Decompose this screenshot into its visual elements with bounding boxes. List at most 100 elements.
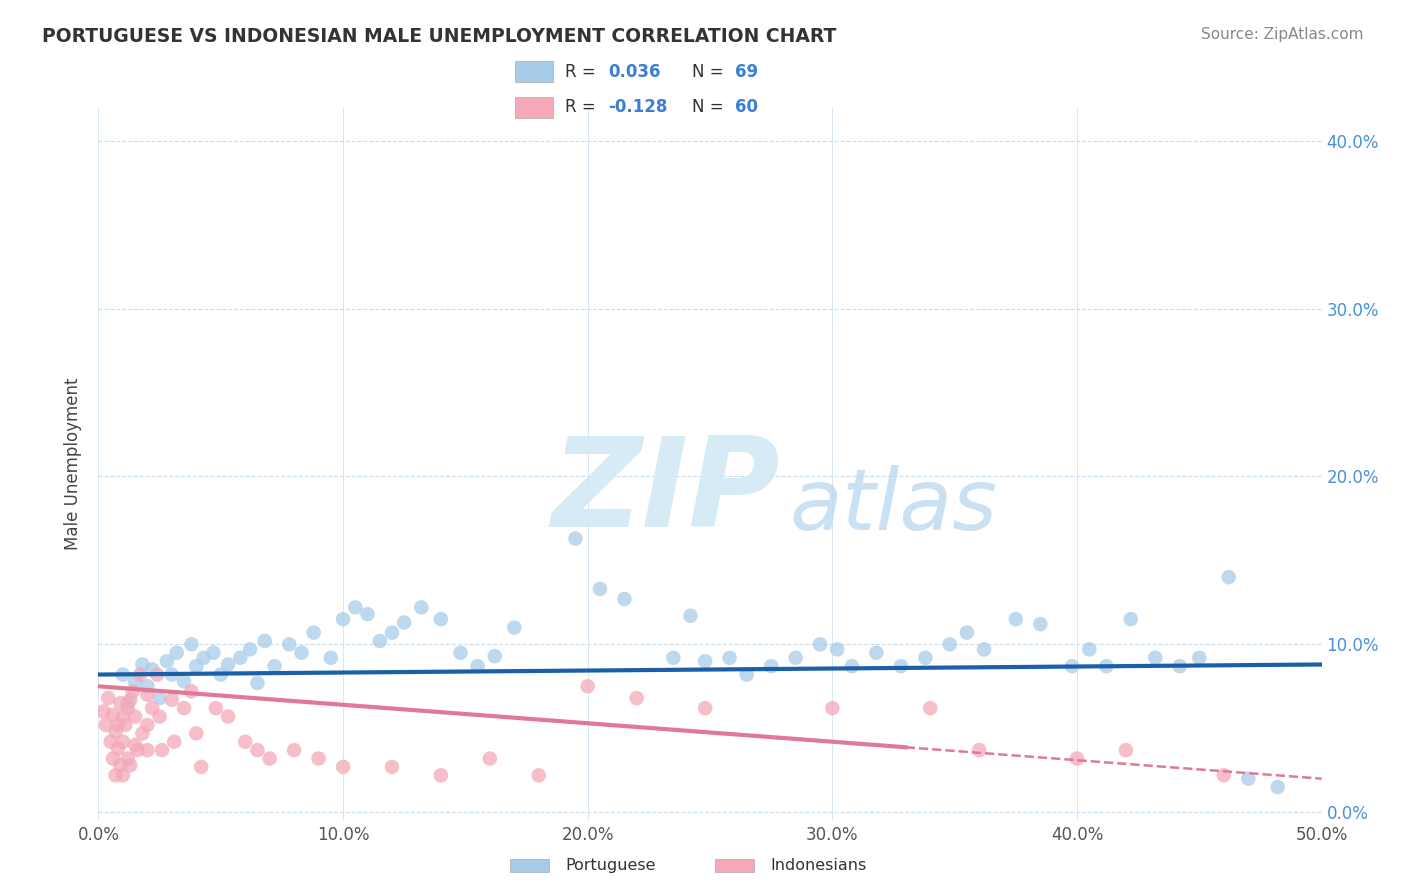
- Text: -0.128: -0.128: [609, 98, 668, 116]
- Point: [111, 735, 134, 749]
- Point: [356, 607, 378, 621]
- Point: [111, 768, 134, 782]
- Point: [450, 646, 472, 660]
- Point: [718, 650, 741, 665]
- Point: [156, 654, 179, 668]
- Point: [589, 582, 612, 596]
- Point: [825, 642, 848, 657]
- Point: [484, 649, 506, 664]
- Point: [302, 625, 325, 640]
- Text: R =: R =: [565, 62, 596, 80]
- Point: [368, 634, 391, 648]
- Point: [259, 751, 281, 765]
- Point: [129, 667, 152, 681]
- Point: [278, 637, 301, 651]
- Point: [146, 667, 169, 681]
- Point: [160, 667, 183, 681]
- Point: [290, 646, 312, 660]
- Point: [100, 735, 122, 749]
- Point: [890, 659, 912, 673]
- Point: [761, 659, 783, 673]
- Point: [253, 634, 276, 648]
- Point: [150, 743, 173, 757]
- Point: [217, 657, 239, 672]
- Point: [160, 692, 183, 706]
- Point: [131, 657, 153, 672]
- Point: [91, 705, 114, 719]
- Point: [104, 724, 127, 739]
- Point: [865, 646, 887, 660]
- Point: [124, 738, 146, 752]
- Point: [576, 679, 599, 693]
- Point: [166, 646, 188, 660]
- Point: [411, 600, 433, 615]
- Point: [430, 768, 453, 782]
- Point: [136, 743, 159, 757]
- Text: atlas: atlas: [790, 465, 997, 549]
- Point: [695, 701, 717, 715]
- Point: [117, 751, 139, 765]
- Point: [127, 743, 149, 757]
- Point: [205, 701, 228, 715]
- Text: Source: ZipAtlas.com: Source: ZipAtlas.com: [1201, 27, 1364, 42]
- Point: [808, 637, 831, 651]
- Text: ZIP: ZIP: [551, 432, 780, 553]
- Point: [111, 667, 134, 681]
- Point: [124, 674, 146, 689]
- Point: [136, 718, 159, 732]
- Point: [107, 741, 129, 756]
- Point: [1095, 659, 1118, 673]
- Point: [173, 701, 195, 715]
- Point: [332, 612, 354, 626]
- Point: [263, 659, 285, 673]
- Point: [956, 625, 979, 640]
- Point: [120, 692, 142, 706]
- Point: [920, 701, 942, 715]
- Point: [136, 679, 159, 693]
- Point: [107, 718, 129, 732]
- Point: [111, 709, 134, 723]
- Point: [527, 768, 550, 782]
- Text: Portuguese: Portuguese: [565, 858, 655, 872]
- Point: [392, 615, 416, 630]
- Point: [246, 743, 269, 757]
- Point: [1188, 650, 1211, 665]
- Point: [246, 676, 269, 690]
- Point: [101, 707, 124, 722]
- Point: [186, 726, 208, 740]
- Text: 0.036: 0.036: [609, 62, 661, 80]
- Point: [344, 600, 367, 615]
- Point: [1212, 768, 1234, 782]
- Point: [478, 751, 501, 765]
- Point: [180, 684, 202, 698]
- Point: [110, 696, 132, 710]
- Point: [381, 760, 404, 774]
- Point: [564, 532, 586, 546]
- Point: [180, 637, 202, 651]
- Point: [141, 663, 163, 677]
- Point: [430, 612, 453, 626]
- Point: [94, 718, 117, 732]
- Point: [695, 654, 717, 668]
- Point: [332, 760, 354, 774]
- Point: [114, 718, 136, 732]
- Point: [149, 691, 172, 706]
- Text: R =: R =: [565, 98, 596, 116]
- Point: [821, 701, 844, 715]
- Point: [1115, 743, 1137, 757]
- Point: [97, 691, 120, 706]
- Point: [283, 743, 305, 757]
- Point: [1218, 570, 1240, 584]
- Point: [308, 751, 330, 765]
- Point: [233, 735, 256, 749]
- Point: [662, 650, 685, 665]
- Point: [217, 709, 239, 723]
- Point: [229, 650, 252, 665]
- Point: [136, 688, 159, 702]
- Point: [239, 642, 262, 657]
- Point: [1119, 612, 1142, 626]
- Point: [1144, 650, 1167, 665]
- Point: [101, 751, 124, 765]
- Point: [110, 758, 132, 772]
- Text: Indonesians: Indonesians: [770, 858, 866, 872]
